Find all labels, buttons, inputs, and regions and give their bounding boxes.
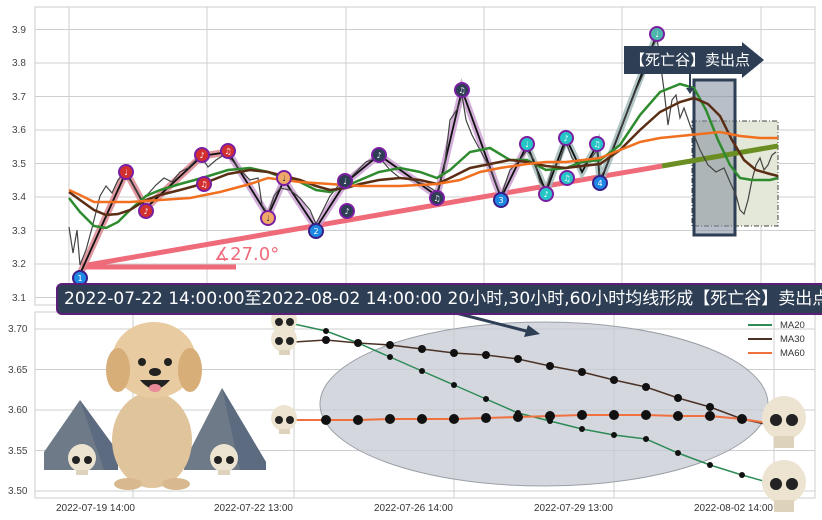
marker-note: ♪ [538,186,554,202]
marker-note: ♪ [138,203,154,219]
trend-angle-label: ∡27.0° [214,244,280,265]
svg-text:♪: ♪ [563,134,568,143]
svg-text:♩: ♩ [282,174,286,183]
y-tick: 3.7 [12,92,26,103]
svg-text:♪: ♪ [344,207,349,216]
marker-3: 3 [493,192,509,208]
svg-text:3: 3 [498,196,503,205]
marker-note: ♪ [558,130,574,146]
marker-note: ♩ [118,164,134,180]
legend-swatch [748,324,772,326]
legend-swatch [748,338,772,340]
x-tick: 2022-08-02 14:00 [694,503,773,514]
legend-swatch [748,352,772,354]
marker-note: ♫ [454,82,470,98]
skull-icon [68,444,96,475]
y-tick: 3.5 [12,159,26,170]
svg-text:♩: ♩ [655,30,659,39]
ma20-line [68,82,779,230]
bottom-panel: 3.70 3.65 3.60 3.55 3.50 2022-07-19 14:0… [8,307,816,514]
legend-item-ma20: MA20 [748,318,805,332]
chart-legend: MA20 MA30 MA60 [748,318,805,360]
signal-arrow-shape [624,42,764,78]
signal-description-banner: 2022-07-22 14:00:00至2022-08-02 14:00:00 … [56,283,822,315]
marker-note: ♫ [559,170,575,186]
ma-detail-points [321,328,747,478]
marker-note: ♪ [339,203,355,219]
y-tick: 3.9 [12,25,26,36]
svg-text:♫: ♫ [458,86,465,95]
marker-note: ♫ [196,176,212,192]
ma30-detail-line [293,339,775,427]
y-tick: 3.1 [12,293,26,304]
marker-2: 2 [308,223,324,239]
decoration-mountains [44,388,266,470]
legend-label: MA20 [780,319,805,331]
svg-text:♪: ♪ [376,151,381,160]
legend-item-ma60: MA60 [748,346,805,360]
skull-icon [210,444,238,475]
svg-text:♫: ♫ [200,180,207,189]
svg-text:4: 4 [597,179,602,188]
svg-text:♪: ♪ [543,190,548,199]
svg-text:♩: ♩ [525,140,529,149]
svg-text:♫: ♫ [433,194,440,203]
y-tick: 3.55 [8,446,28,457]
death-valley-signal-label: 【死亡谷】卖出点 [630,51,751,69]
svg-text:♪: ♪ [199,151,204,160]
y-tick: 3.50 [8,486,28,497]
svg-text:♩: ♩ [124,168,128,177]
y-tick: 3.4 [12,192,26,203]
svg-text:♪: ♪ [143,207,148,216]
y-tick: 3.60 [8,405,28,416]
ma60-line [68,130,778,204]
y-tick: 3.70 [8,324,28,335]
decoration-dog-icon [106,322,202,490]
pointer-arrow-head [524,325,540,337]
marker-1: 1 [72,270,88,286]
legend-label: MA60 [780,347,805,359]
marker-note: ♫ [429,190,445,206]
x-tick: 2022-07-26 14:00 [374,503,453,514]
y-tick: 3.8 [12,58,26,69]
marker-note: ♫ [589,136,605,152]
svg-text:♩: ♩ [266,214,270,223]
marker-note: ♩ [519,136,535,152]
skull-icons [68,307,806,512]
y-tick: 3.3 [12,226,26,237]
svg-text:2: 2 [313,227,318,236]
x-tick: 2022-07-22 13:00 [214,503,293,514]
svg-text:♫: ♫ [563,174,570,183]
marker-note: ♩ [276,170,292,186]
y-tick: 3.2 [12,259,26,270]
svg-text:♫: ♫ [593,140,600,149]
marker-note: ♪ [194,147,210,163]
marker-note: ♩ [260,210,276,226]
legend-label: MA30 [780,333,805,345]
zigzag-markers: 1 ♩ ♪ ♪ ♫ ♫ ♩ ♩ 2 ♩ ♪ ♪ ♫ ♫ 3 ♩ ♪ ♪ ♫ ♫ … [72,26,665,286]
svg-text:♩: ♩ [343,177,347,186]
skull-icon [762,396,806,448]
skull-icon [762,460,806,512]
svg-text:♫: ♫ [224,147,231,156]
pointer-arrow-line [451,310,531,334]
marker-note: ♪ [371,147,387,163]
x-tick: 2022-07-29 13:00 [534,503,613,514]
marker-note: ♩ [649,26,665,42]
x-tick: 2022-07-19 14:00 [56,503,135,514]
support-trendline-extension [661,143,779,169]
marker-4: 4 [592,175,608,191]
marker-note: ♫ [220,143,236,159]
skull-icon [271,326,297,355]
ma30-line [68,96,779,217]
y-tick: 3.6 [12,125,26,136]
legend-item-ma30: MA30 [748,332,805,346]
svg-text:1: 1 [77,274,82,283]
ma60-detail-line [294,414,775,425]
skull-icon [271,405,297,434]
signal-pointer-head [686,88,694,94]
marker-note: ♩ [337,173,353,189]
y-tick: 3.65 [8,365,28,376]
